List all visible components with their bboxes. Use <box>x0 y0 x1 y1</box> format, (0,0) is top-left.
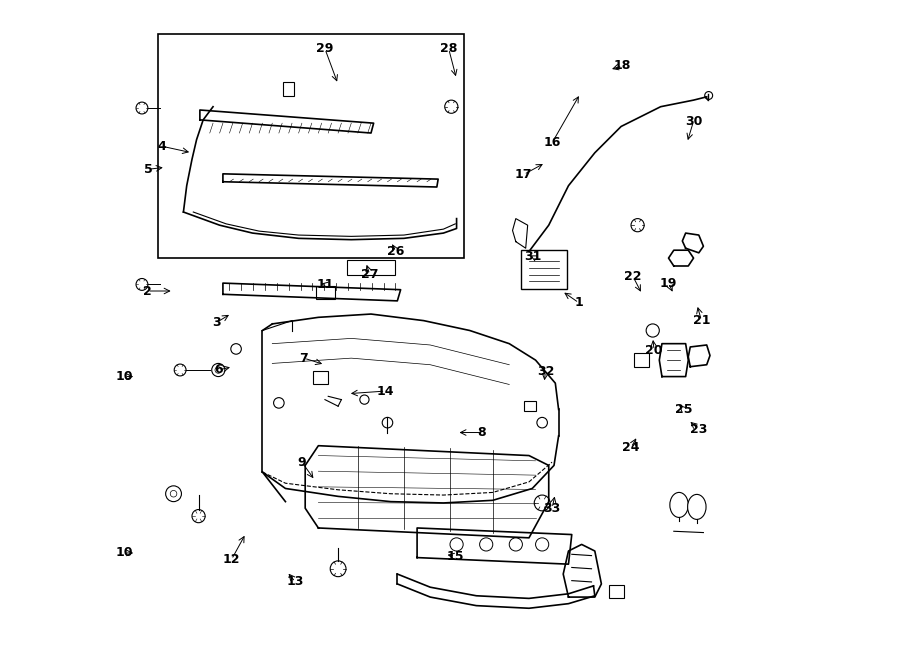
FancyBboxPatch shape <box>158 34 464 258</box>
Text: 12: 12 <box>222 553 240 566</box>
Text: 5: 5 <box>144 163 153 176</box>
FancyBboxPatch shape <box>521 251 566 289</box>
Ellipse shape <box>688 494 706 520</box>
Text: 22: 22 <box>625 270 642 283</box>
FancyBboxPatch shape <box>316 286 335 299</box>
Text: 10: 10 <box>115 547 133 559</box>
FancyBboxPatch shape <box>313 371 328 384</box>
FancyBboxPatch shape <box>608 584 625 598</box>
Text: 26: 26 <box>387 245 405 258</box>
FancyBboxPatch shape <box>634 353 650 368</box>
Text: 17: 17 <box>515 168 533 181</box>
Text: 30: 30 <box>685 115 702 128</box>
Text: 8: 8 <box>477 426 486 439</box>
Text: 3: 3 <box>212 316 220 329</box>
Text: 27: 27 <box>361 268 378 281</box>
Text: 18: 18 <box>614 59 631 73</box>
Text: 20: 20 <box>645 344 662 357</box>
Text: 13: 13 <box>286 576 304 588</box>
Text: 25: 25 <box>675 403 692 416</box>
FancyBboxPatch shape <box>284 83 294 96</box>
Text: 21: 21 <box>693 314 710 327</box>
Text: 28: 28 <box>440 42 457 56</box>
Text: 7: 7 <box>300 352 308 365</box>
Text: 23: 23 <box>690 423 707 436</box>
Text: 29: 29 <box>316 42 334 56</box>
Text: 14: 14 <box>377 385 394 397</box>
Text: 31: 31 <box>524 251 542 263</box>
Text: 2: 2 <box>143 284 151 297</box>
Ellipse shape <box>670 492 688 518</box>
Text: 6: 6 <box>214 364 222 377</box>
Text: 19: 19 <box>660 276 677 290</box>
Text: 24: 24 <box>622 441 640 454</box>
Text: 4: 4 <box>158 139 166 153</box>
Text: 11: 11 <box>316 278 334 291</box>
FancyBboxPatch shape <box>525 401 536 411</box>
Text: 33: 33 <box>544 502 561 515</box>
Text: 10: 10 <box>115 370 133 383</box>
Text: 15: 15 <box>446 550 464 563</box>
Text: 1: 1 <box>574 296 583 309</box>
FancyBboxPatch shape <box>346 260 395 274</box>
Text: 32: 32 <box>536 365 554 378</box>
Text: 16: 16 <box>544 136 561 149</box>
Text: 9: 9 <box>298 455 306 469</box>
